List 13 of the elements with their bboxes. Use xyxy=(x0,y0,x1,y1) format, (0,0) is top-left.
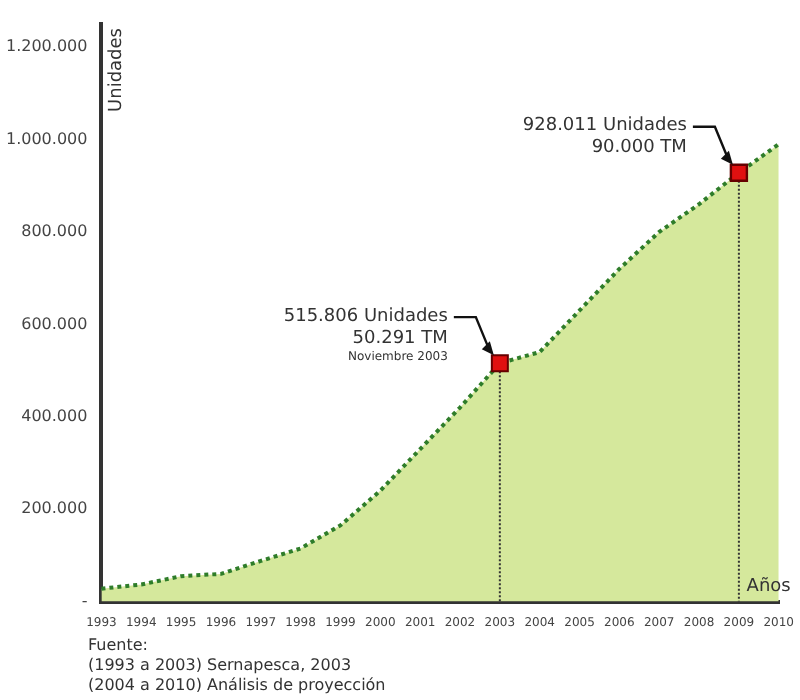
y-tick-label: 600.000 xyxy=(21,314,88,333)
y-tick-label: 800.000 xyxy=(21,222,88,241)
text: (1993 a 2003) Sernapesca, 2003 xyxy=(88,656,354,676)
y-tick-label: 200.000 xyxy=(21,499,88,518)
y-tick-label: - xyxy=(81,591,88,610)
text: (2004 a 2010) Análisis de proyección xyxy=(88,676,386,696)
y-tick-label: 1.000.000 xyxy=(5,129,88,148)
y-tick-label: 400.000 xyxy=(21,406,88,425)
annotation: 928.011 Unidades 90.000 TM xyxy=(522,116,688,159)
x-axis-title: Años xyxy=(746,577,792,598)
y-axis-title: Unidades xyxy=(107,27,128,112)
y-tick-label: 1.200.000 xyxy=(5,37,88,56)
source-note: Fuente: xyxy=(88,636,150,656)
